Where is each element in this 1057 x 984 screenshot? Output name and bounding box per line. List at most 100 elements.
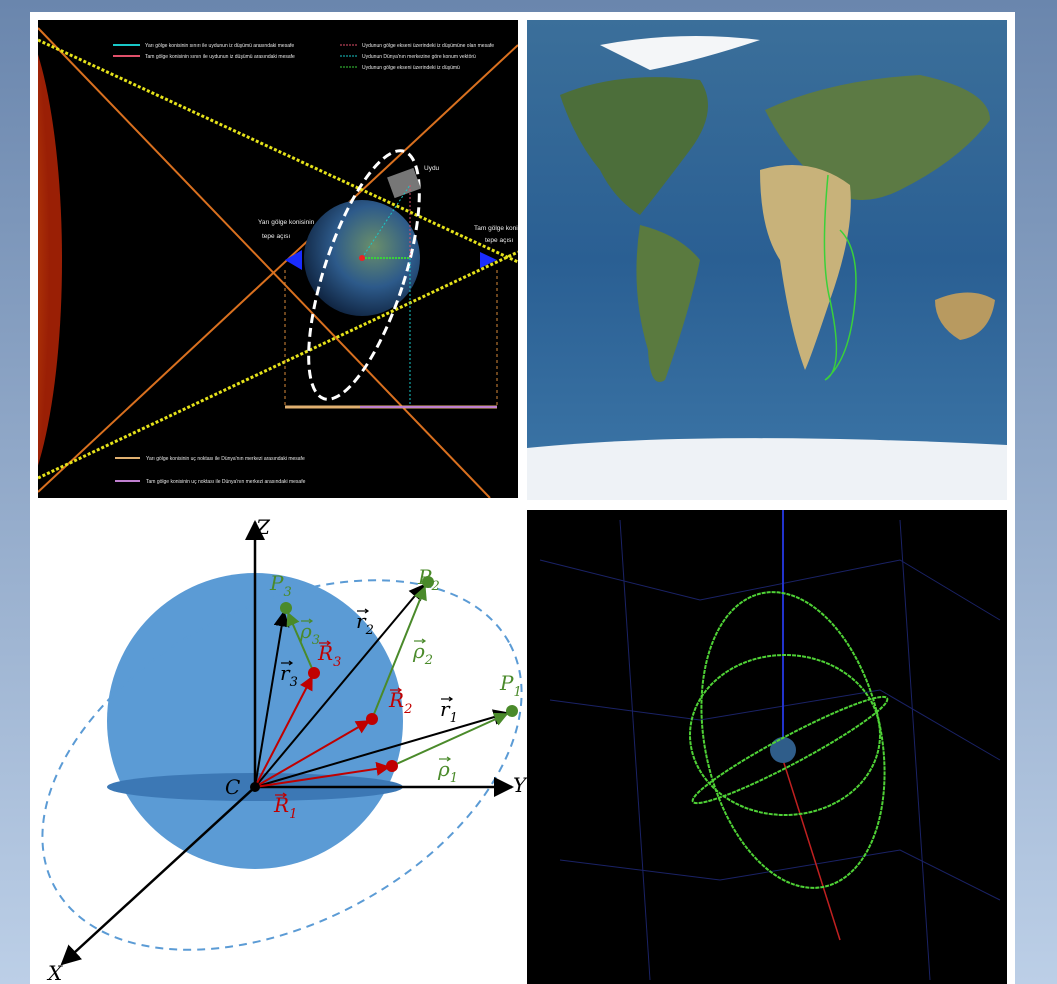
point [308, 667, 320, 679]
constellation-grid [539, 519, 1001, 981]
point [386, 760, 398, 772]
vector-arrow [288, 660, 294, 666]
legend-text: Tam gölge konisinin sınırı ile uydunun i… [145, 54, 295, 60]
vector-label: ρ1 [437, 757, 458, 786]
center [250, 782, 260, 792]
label-subscript: 3 [290, 675, 298, 690]
vector [371, 585, 427, 720]
label-subscript: 2 [424, 653, 433, 668]
satellite-icon [387, 167, 421, 199]
vector [254, 761, 391, 788]
label-subscript: 3 [312, 633, 320, 648]
vector-arrow [397, 687, 403, 693]
orbit [307, 149, 421, 401]
vector-label: R3 [317, 641, 341, 670]
land [560, 77, 708, 215]
legend-text: Uydunun gölge ekseni üzerindeki iz düşüm… [362, 65, 460, 71]
legend: Yarı gölge konisinin sınırı ile uydunun … [113, 43, 494, 71]
sun [38, 54, 62, 466]
vector-label: ρ2 [412, 639, 433, 668]
legend-text: Uydunun gölge ekseni üzerindeki iz düşüm… [362, 43, 494, 49]
label-symbol: ρ [412, 639, 425, 663]
vector-label: r1 [440, 697, 458, 726]
label-subscript: 2 [403, 702, 412, 717]
label: tepe açısı [485, 237, 513, 244]
legend-text: Yarı gölge konisinin uç noktası ile Düny… [146, 456, 305, 462]
vector-arrow [282, 792, 288, 798]
label-subscript: 1 [289, 807, 297, 822]
vector-arrow [448, 696, 454, 702]
orbit [41, 579, 523, 951]
label: Yarı gölge konisinin [258, 219, 315, 226]
label-subscript: 1 [450, 771, 458, 786]
land [636, 225, 700, 382]
land [935, 292, 995, 340]
label-symbol: r [356, 609, 367, 633]
label: Uydu [424, 165, 440, 172]
vector [254, 583, 426, 788]
shadow-panel: Yarı gölge konisinin sınırı ile uydunun … [38, 20, 522, 498]
label-subscript: 3 [283, 585, 291, 600]
legend-text: Tam gölge konisinin uç noktası ile Dünya… [146, 479, 306, 485]
label-symbol: P [269, 571, 284, 595]
axis [782, 759, 841, 941]
earth-center [359, 255, 365, 261]
label-symbol: r [280, 661, 291, 685]
vector-label: R1 [273, 793, 297, 822]
label-symbol: R [273, 793, 289, 817]
point [366, 713, 378, 725]
label-symbol: ρ [299, 619, 312, 643]
vector-label: R2 [388, 688, 412, 717]
land [760, 165, 851, 370]
vector [391, 712, 509, 767]
ground-track [823, 174, 857, 381]
cone-line [38, 38, 518, 264]
label-subscript: 2 [365, 623, 374, 638]
label-subscript: 1 [450, 711, 458, 726]
legend-text: Yarı gölge konisinin sınırı ile uydunun … [145, 43, 294, 49]
label-symbol: P [499, 671, 514, 695]
label-symbol: ρ [437, 757, 450, 781]
vector-arrow [308, 618, 314, 624]
map-panel [527, 20, 1007, 500]
vector-label: P3 [269, 571, 292, 600]
label-subscript: 3 [333, 655, 341, 670]
vector-label: P1 [499, 671, 522, 700]
label-symbol: r [440, 697, 451, 721]
label-subscript: 1 [513, 685, 521, 700]
orbits [689, 591, 889, 889]
center-label: C [225, 775, 240, 799]
ice [527, 438, 1007, 500]
angle [285, 250, 302, 270]
vector [361, 184, 411, 259]
cone-line [38, 250, 518, 480]
label-symbol: P [417, 565, 432, 589]
point [506, 705, 518, 717]
vector-arrow [364, 608, 370, 614]
axis-label: Y [513, 773, 528, 797]
point [280, 602, 292, 614]
axis-label: Z [255, 515, 271, 539]
vector [254, 610, 290, 788]
vector [254, 709, 510, 788]
orbit-panel [527, 510, 1007, 984]
vector-label: ρ3 [299, 619, 320, 648]
land [765, 75, 990, 200]
axis-label: X [46, 961, 63, 984]
vector [286, 611, 315, 674]
vector-arrow [326, 640, 332, 646]
label-symbol: R [317, 641, 333, 665]
vector [254, 675, 313, 788]
legend-text: Uydunun Dünya'nın merkezine göre konum v… [362, 54, 476, 60]
label-symbol: R [388, 688, 404, 712]
label: tepe açısı [262, 233, 290, 240]
vector-arrow [446, 756, 452, 762]
vector-label: r2 [356, 609, 374, 638]
vector-arrow [421, 638, 427, 644]
label: Tam gölge konisi [474, 225, 522, 232]
cone-line [38, 44, 518, 493]
angle [480, 252, 497, 268]
